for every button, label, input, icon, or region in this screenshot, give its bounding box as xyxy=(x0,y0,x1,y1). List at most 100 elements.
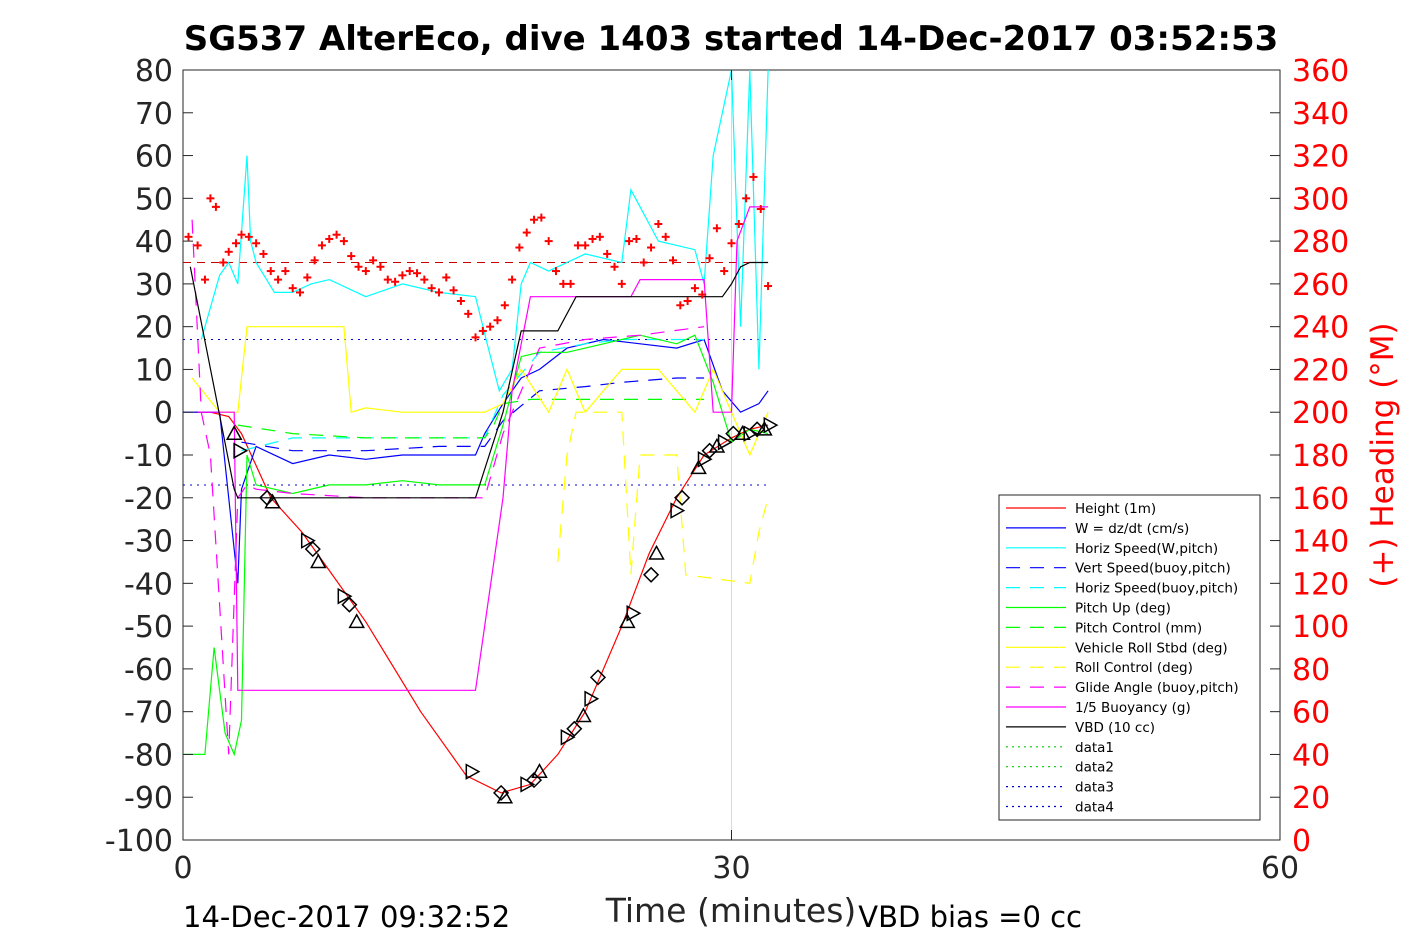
x-tick-label: 30 xyxy=(712,851,750,886)
heading-point xyxy=(339,237,348,246)
depth-marker xyxy=(708,437,726,453)
y-tick-label: -20 xyxy=(124,482,173,517)
legend-label: 1/5 Buoyancy (g) xyxy=(1075,700,1191,716)
series-line xyxy=(191,326,769,457)
heading-point xyxy=(668,256,677,265)
series-line xyxy=(183,334,769,757)
heading-point xyxy=(193,241,202,250)
heading-point xyxy=(595,232,604,241)
heading-point xyxy=(224,247,233,256)
heading-point xyxy=(332,230,341,239)
y2-tick-label: 220 xyxy=(1292,353,1349,388)
heading-point xyxy=(449,286,458,295)
heading-point xyxy=(237,230,246,239)
heading-point xyxy=(698,290,707,299)
y-tick-label: 20 xyxy=(135,311,173,346)
heading-point xyxy=(625,237,634,246)
y2-tick-label: 140 xyxy=(1292,525,1349,560)
y2-tick-label: 180 xyxy=(1292,439,1349,474)
heading-point xyxy=(317,241,326,250)
heading-point xyxy=(566,279,575,288)
y-axis-left: 80 70 60 50 40 30 20 10 0 -10 -20 -30 -40 -50 -60 -70 -8… xyxy=(105,54,193,859)
heading-point xyxy=(588,234,597,243)
depth-marker xyxy=(233,442,249,459)
depth-marker xyxy=(304,541,321,558)
heading-point xyxy=(232,239,241,248)
y-tick-label: 80 xyxy=(135,54,173,89)
heading-point xyxy=(464,309,473,318)
chart-title: SG537 AlterEco, dive 1403 started 14-Dec… xyxy=(184,19,1279,59)
y2-tick-label: 360 xyxy=(1292,54,1349,89)
legend-label: Vehicle Roll Stbd (deg) xyxy=(1075,640,1228,656)
heading-point xyxy=(676,301,685,310)
heading-point xyxy=(508,275,517,284)
depth-marker xyxy=(264,493,281,509)
footer-timestamp: 14-Dec-2017 09:32:52 xyxy=(183,900,510,934)
heading-point xyxy=(325,234,334,243)
series-line xyxy=(241,338,705,452)
depth-marker xyxy=(310,553,327,569)
heading-point xyxy=(544,237,553,246)
y2-tick-label: 100 xyxy=(1292,610,1349,645)
depth-marker xyxy=(348,613,365,629)
heading-point xyxy=(427,284,436,293)
heading-point xyxy=(654,220,663,228)
heading-point xyxy=(705,254,714,263)
y-tick-label: 40 xyxy=(135,225,173,260)
y-tick-label: -40 xyxy=(124,567,173,602)
x-tick-label: 0 xyxy=(173,851,192,886)
heading-point xyxy=(398,271,407,280)
y2-tick-label: 200 xyxy=(1292,396,1349,431)
depth-marker xyxy=(465,763,481,780)
depth-marker xyxy=(701,442,718,459)
depth-marker xyxy=(300,532,316,549)
heading-point xyxy=(420,275,429,284)
heading-point xyxy=(537,213,546,222)
y2-tick-label: 120 xyxy=(1292,567,1349,602)
depth-markers xyxy=(225,416,779,804)
heading-point xyxy=(442,273,451,282)
series-line xyxy=(200,69,769,393)
y2-tick-label: 20 xyxy=(1292,781,1330,816)
heading-point xyxy=(720,267,729,276)
y-tick-label: 70 xyxy=(135,97,173,132)
y2-tick-label: 40 xyxy=(1292,738,1330,773)
legend-label: Vert Speed(buoy,pitch) xyxy=(1075,561,1231,577)
heading-point xyxy=(405,267,414,276)
heading-point xyxy=(184,232,193,241)
heading-point xyxy=(647,243,656,252)
heading-point xyxy=(259,249,268,258)
x-tick-label: 60 xyxy=(1261,851,1299,886)
y2-tick-label: 280 xyxy=(1292,225,1349,260)
y-tick-label: -90 xyxy=(124,781,173,816)
heading-point xyxy=(756,205,765,214)
depth-marker xyxy=(717,433,733,451)
heading-point xyxy=(500,301,509,310)
heading-point xyxy=(573,241,582,250)
series-line xyxy=(191,219,705,755)
heading-point xyxy=(683,297,692,305)
heading-point xyxy=(252,239,261,248)
depth-marker xyxy=(690,459,707,475)
heading-point xyxy=(391,277,400,286)
heading-point xyxy=(456,297,465,305)
heading-point xyxy=(383,275,392,284)
heading-point xyxy=(493,316,502,325)
heading-point xyxy=(639,258,648,267)
heading-point xyxy=(742,194,751,203)
heading-point xyxy=(559,279,568,288)
depth-marker xyxy=(341,596,358,613)
legend-label: Pitch Up (deg) xyxy=(1075,601,1171,617)
y-tick-label: -50 xyxy=(124,610,173,645)
heading-point xyxy=(486,322,495,331)
series-line xyxy=(237,398,705,439)
heading-point xyxy=(211,202,220,211)
depth-marker xyxy=(337,587,353,605)
heading-point xyxy=(281,267,290,276)
series-line xyxy=(183,338,769,584)
heading-point xyxy=(310,256,319,265)
legend-label: data1 xyxy=(1075,740,1114,756)
heading-point xyxy=(617,279,626,288)
y-tick-label: -100 xyxy=(105,824,173,859)
